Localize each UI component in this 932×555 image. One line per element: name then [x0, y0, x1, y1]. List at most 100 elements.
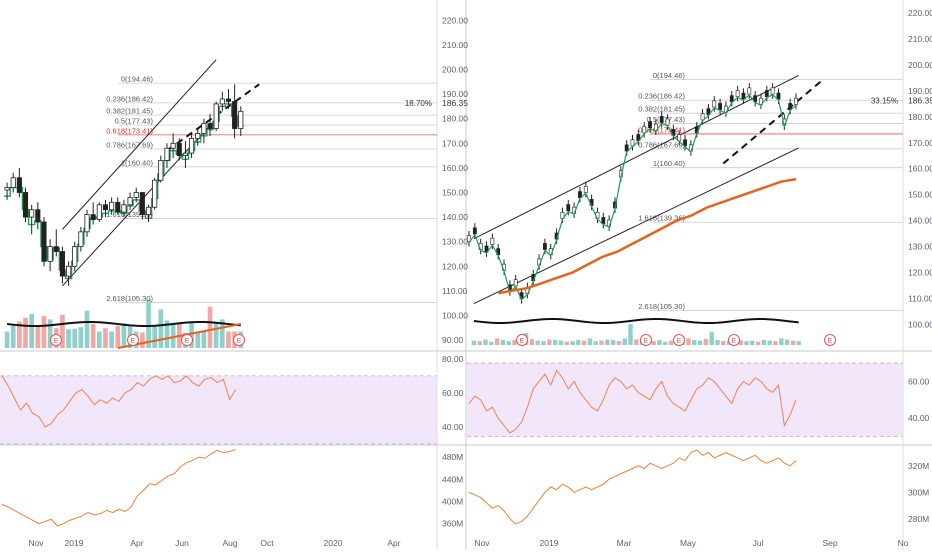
fib-level-label: 0.618(173.41)	[106, 126, 153, 135]
fib-level-label: 1(160.40)	[121, 158, 154, 167]
volume-bar	[750, 340, 755, 345]
volume-bar	[47, 319, 53, 348]
price-tick-label: 100.00	[442, 310, 468, 320]
volume-bar	[657, 340, 662, 345]
price-tick-label: 210.00	[908, 34, 932, 44]
volume-bar	[109, 331, 114, 348]
candle	[735, 90, 740, 97]
candle	[139, 192, 145, 216]
volume-bar	[610, 340, 616, 345]
candle	[115, 201, 121, 213]
volume-bar	[541, 341, 546, 345]
candle	[794, 97, 798, 105]
candle	[543, 243, 547, 250]
volume-bar	[663, 341, 668, 345]
volume-bar	[738, 340, 743, 345]
candle	[29, 209, 35, 218]
price-tick-label: 120.00	[442, 261, 468, 271]
candle	[195, 133, 201, 139]
volume-bar	[60, 315, 65, 348]
candle	[158, 160, 164, 181]
price-tick-label: 110.00	[442, 286, 468, 296]
price-tick-label: 140.00	[442, 212, 468, 222]
price-tick-label: 200.00	[908, 60, 932, 70]
rsi-tick-label: 80.00	[442, 354, 464, 364]
candle	[207, 123, 213, 129]
volume-bar	[773, 341, 778, 345]
volume-ma-line	[6, 321, 241, 327]
volume-bar	[146, 299, 151, 348]
channel-line-lower	[473, 147, 799, 304]
trendline-dashed	[722, 79, 823, 165]
obv-tick-label: 300M	[908, 487, 929, 497]
price-tick-label: 200.00	[442, 64, 468, 74]
volume-bar	[35, 326, 41, 348]
volume-bar	[158, 309, 164, 348]
volume-bar	[790, 340, 796, 345]
volume-bar	[651, 341, 656, 345]
volume-bar	[4, 331, 10, 348]
volume-bar	[581, 340, 587, 345]
obv-line	[468, 449, 797, 525]
volume-bar	[170, 322, 176, 348]
volume-bar	[164, 320, 170, 348]
earnings-marker	[824, 334, 836, 346]
fib-level-label: 0.786(167.69)	[106, 140, 153, 149]
change-label: 33.15%	[871, 96, 898, 105]
rsi-line	[1, 375, 237, 428]
candle	[90, 214, 96, 220]
trendline-dashed	[166, 83, 260, 152]
volume-bar	[599, 340, 604, 345]
volume-bar	[692, 340, 697, 345]
fib-level-label: 0.382(181.45)	[638, 105, 685, 114]
earnings-marker-label: E	[520, 338, 525, 345]
volume-bar	[23, 317, 28, 348]
volume-bar	[512, 340, 517, 345]
candle	[59, 251, 65, 277]
earnings-marker	[516, 334, 528, 346]
volume-bar	[96, 331, 102, 348]
rsi-tick-label: 40.00	[442, 422, 464, 432]
price-tick-label: 180.00	[908, 112, 932, 122]
fib-level-label: 0.236(186.42)	[638, 92, 685, 101]
candle	[176, 142, 182, 156]
volume-bar	[41, 316, 47, 348]
volume-bar	[483, 339, 488, 345]
fib-level-label: 1.618(139.36)	[106, 210, 153, 219]
earnings-marker-label: E	[131, 338, 136, 345]
candle	[718, 103, 722, 110]
fib-level-label: 2.618(105.30)	[638, 302, 685, 311]
candle	[583, 186, 588, 193]
x-tick-label: 2019	[540, 538, 559, 548]
volume-bar	[755, 341, 761, 345]
volume-bar	[213, 322, 219, 348]
volume-bar	[103, 328, 108, 348]
earnings-marker	[640, 334, 652, 346]
obv-tick-label: 320M	[908, 461, 929, 471]
price-tick-label: 130.00	[908, 241, 932, 251]
x-tick-label: Mar	[617, 538, 632, 548]
channel-line-upper	[473, 74, 799, 240]
candle	[164, 147, 170, 161]
volume-bar	[605, 339, 610, 345]
candle	[47, 246, 53, 262]
price-tick-label: 140.00	[908, 216, 932, 226]
earnings-marker	[233, 334, 245, 346]
price-tick-label: 120.00	[908, 267, 932, 277]
volume-bar	[779, 338, 784, 345]
volume-bar	[721, 341, 726, 345]
candle	[219, 98, 225, 105]
volume-bar	[78, 327, 84, 348]
earnings-marker	[50, 334, 62, 346]
volume-bar	[558, 340, 564, 345]
volume-bar	[477, 341, 482, 345]
obv-tick-label: 440M	[442, 474, 463, 484]
volume-bar	[219, 319, 225, 348]
volume-bar	[90, 323, 96, 348]
x-tick-label: Nov	[28, 538, 44, 548]
candle	[102, 204, 109, 211]
candle	[182, 152, 188, 156]
x-tick-label: Jun	[175, 538, 189, 548]
fib-level-label: 0.382(181.45)	[106, 107, 153, 116]
